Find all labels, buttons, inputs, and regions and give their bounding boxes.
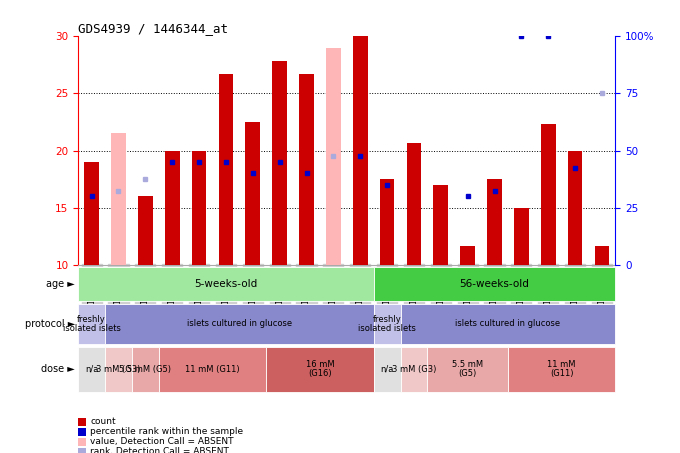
Text: 5-weeks-old: 5-weeks-old [194,279,258,289]
Bar [379,179,394,265]
Bar [568,150,583,265]
Bar [401,347,427,392]
Bar [267,347,374,392]
Bar [105,304,374,344]
Text: value, Detection Call = ABSENT: value, Detection Call = ABSENT [90,437,234,446]
Bar [158,347,267,392]
Text: rank, Detection Call = ABSENT: rank, Detection Call = ABSENT [90,447,229,453]
Bar [374,267,615,301]
Bar [433,185,448,265]
Bar [111,134,126,265]
Text: 3 mM (G3): 3 mM (G3) [392,365,436,374]
Bar [374,347,401,392]
Text: percentile rank within the sample: percentile rank within the sample [90,427,243,436]
Text: islets cultured in glucose: islets cultured in glucose [187,319,292,328]
Bar [407,143,422,265]
Bar [138,197,153,265]
Bar [401,304,615,344]
Bar [374,304,401,344]
Text: n/a: n/a [85,365,99,374]
Text: protocol ►: protocol ► [24,319,75,329]
Text: age ►: age ► [46,279,75,289]
Bar [165,150,180,265]
Bar [78,347,105,392]
Bar [78,267,374,301]
Bar [353,36,368,265]
Bar [105,347,132,392]
Text: count: count [90,417,116,426]
Text: 11 mM (G11): 11 mM (G11) [185,365,240,374]
Bar [245,122,260,265]
Bar [427,347,508,392]
Text: freshly
isolated islets: freshly isolated islets [358,315,416,333]
Bar [84,162,99,265]
Bar [487,179,502,265]
Bar [78,304,105,344]
Bar [218,74,233,265]
Text: islets cultured in glucose: islets cultured in glucose [456,319,560,328]
Text: 16 mM
(G16): 16 mM (G16) [305,360,335,378]
Bar [326,48,341,265]
Bar [299,74,314,265]
Bar [541,124,556,265]
Text: 3 mM (G3): 3 mM (G3) [97,365,141,374]
Text: 5.5 mM
(G5): 5.5 mM (G5) [452,360,483,378]
Bar [192,150,207,265]
Text: dose ►: dose ► [41,364,75,374]
Text: 5.5 mM (G5): 5.5 mM (G5) [120,365,171,374]
Bar [132,347,158,392]
Bar [514,208,529,265]
Bar [460,246,475,265]
Text: n/a: n/a [380,365,394,374]
Text: GDS4939 / 1446344_at: GDS4939 / 1446344_at [78,22,228,35]
Text: freshly
isolated islets: freshly isolated islets [63,315,120,333]
Text: 56-weeks-old: 56-weeks-old [460,279,530,289]
Bar [508,347,615,392]
Bar [272,62,287,265]
Text: 11 mM
(G11): 11 mM (G11) [547,360,576,378]
Bar [594,246,609,265]
